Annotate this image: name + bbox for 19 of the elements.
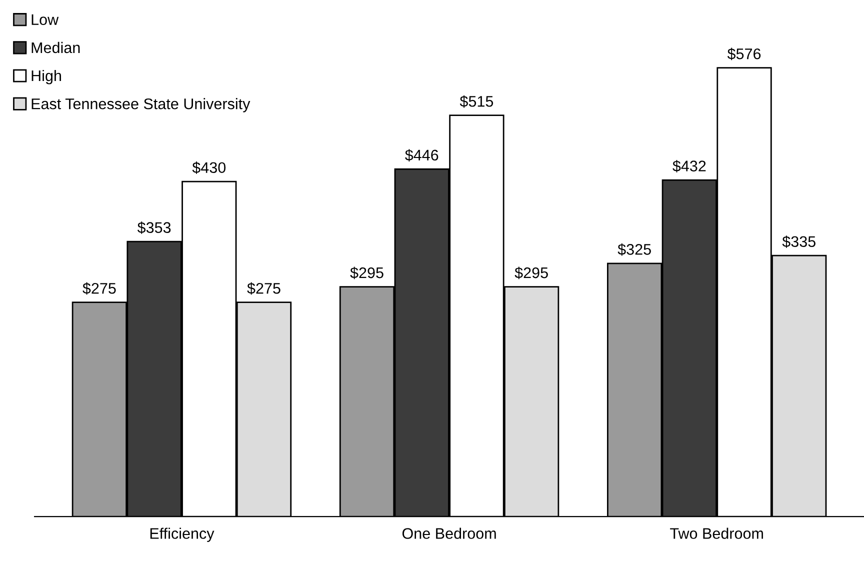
data-label: $576 xyxy=(727,48,761,60)
legend-label: Median xyxy=(32,42,80,54)
data-label: $515 xyxy=(460,95,494,108)
legend-label: Low xyxy=(32,14,59,26)
legend-label: East Tennessee State University xyxy=(32,98,250,112)
x-tick-label: Efficiency xyxy=(150,528,214,542)
data-label: $432 xyxy=(672,160,706,172)
data-label: $275 xyxy=(82,282,116,295)
data-label: $275 xyxy=(247,282,280,295)
legend-label: High xyxy=(32,70,61,84)
data-label: $446 xyxy=(405,149,438,162)
x-tick-label: One Bedroom xyxy=(402,528,496,539)
data-label: $295 xyxy=(514,266,548,280)
data-label: $430 xyxy=(192,162,226,174)
data-label: $353 xyxy=(137,222,171,234)
x-tick-label: Two Bedroom xyxy=(670,528,763,539)
data-label: $335 xyxy=(782,236,816,248)
data-label: $295 xyxy=(350,266,384,280)
data-label: $325 xyxy=(618,243,651,256)
